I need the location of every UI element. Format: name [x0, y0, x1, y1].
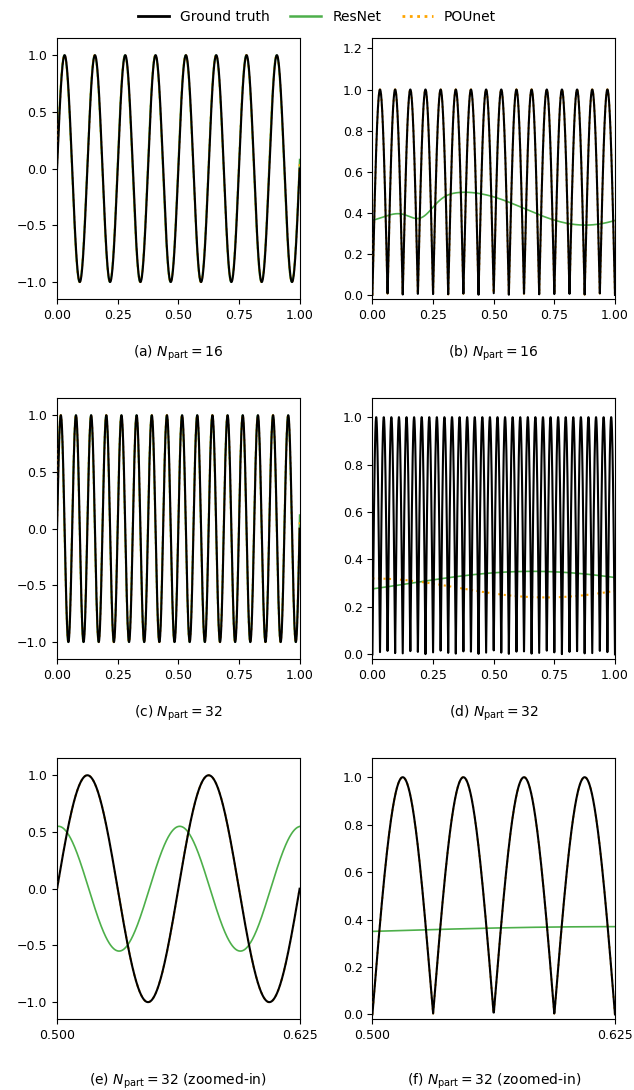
Text: (f) $N_\mathrm{part} = 32$ (zoomed-in): (f) $N_\mathrm{part} = 32$ (zoomed-in): [406, 1071, 581, 1090]
Text: (d) $N_\mathrm{part} = 32$: (d) $N_\mathrm{part} = 32$: [449, 703, 539, 723]
Text: (b) $N_\mathrm{part} = 16$: (b) $N_\mathrm{part} = 16$: [448, 343, 539, 363]
Legend: Ground truth, ResNet, POUnet: Ground truth, ResNet, POUnet: [133, 4, 501, 29]
Text: (e) $N_\mathrm{part} = 32$ (zoomed-in): (e) $N_\mathrm{part} = 32$ (zoomed-in): [89, 1071, 268, 1090]
Text: (a) $N_\mathrm{part} = 16$: (a) $N_\mathrm{part} = 16$: [133, 343, 223, 363]
Text: (c) $N_\mathrm{part} = 32$: (c) $N_\mathrm{part} = 32$: [134, 703, 223, 723]
